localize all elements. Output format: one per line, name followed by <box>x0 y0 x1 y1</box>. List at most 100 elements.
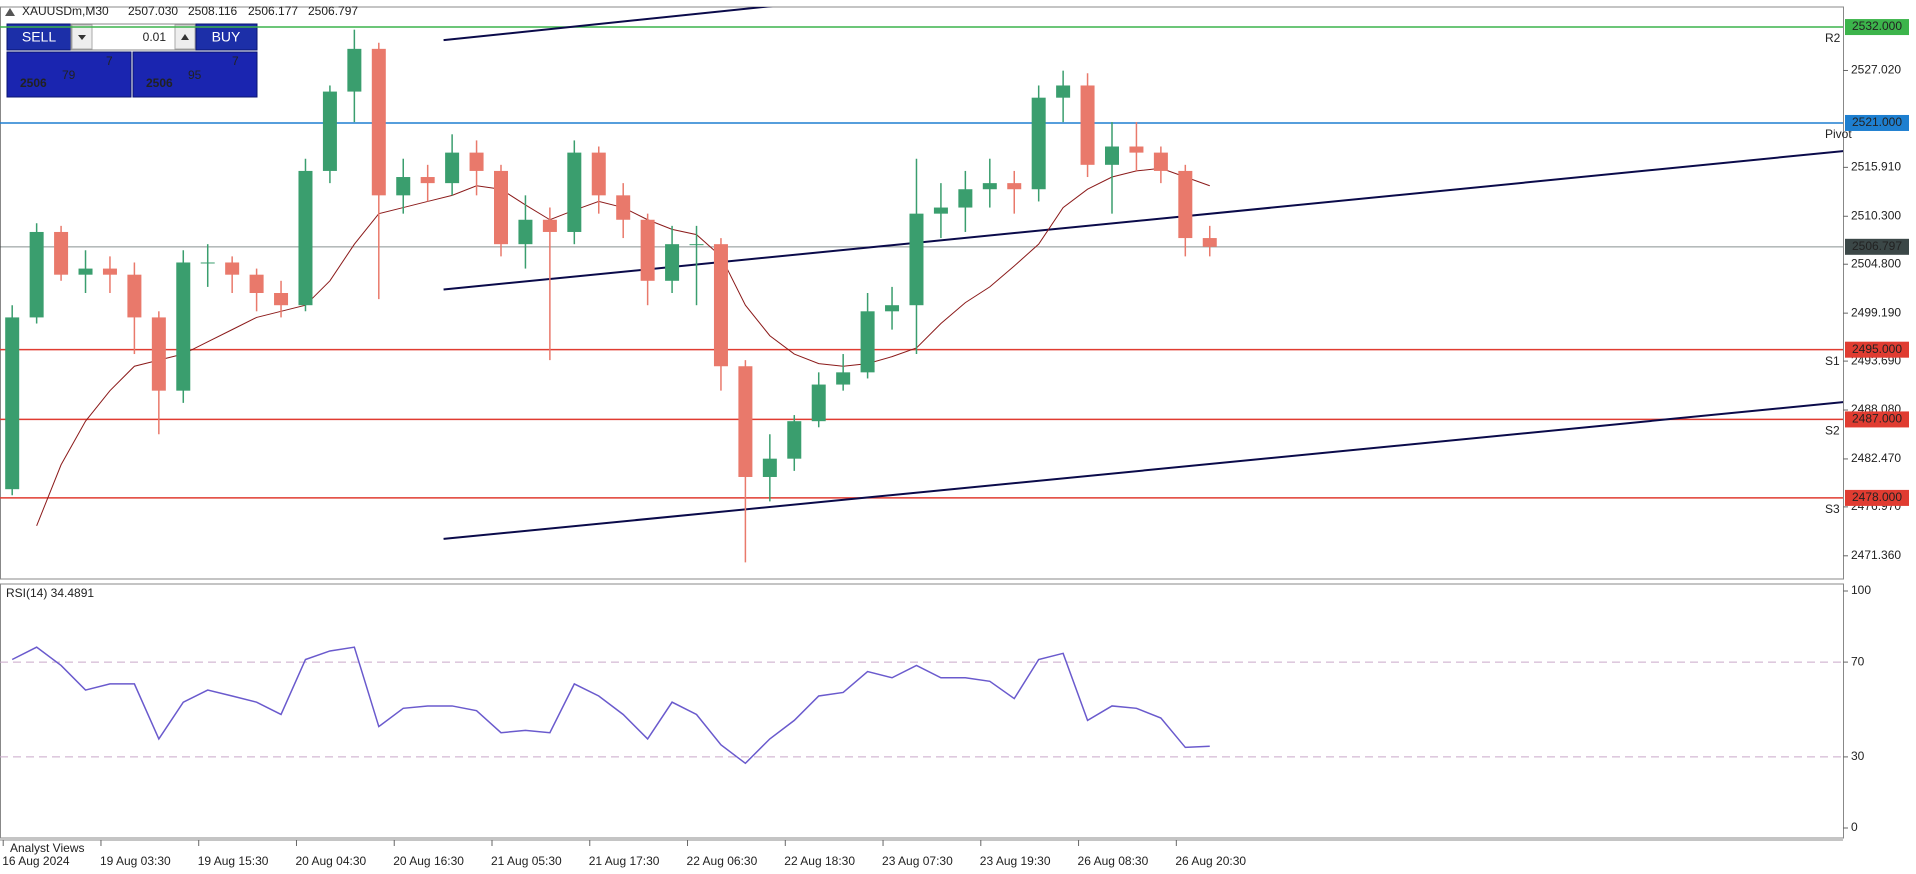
indicator-title: RSI(14) 34.4891 <box>6 586 94 600</box>
candle-body <box>836 372 851 385</box>
candle-body <box>1202 238 1217 247</box>
candle-body <box>518 219 533 245</box>
candle-body <box>982 183 997 190</box>
candle-body <box>494 170 508 245</box>
bid-box[interactable] <box>6 51 132 98</box>
y-tick-label: 100 <box>1851 583 1871 597</box>
trade-panel: SELL 0.01 BUY 2506 79 7 2506 95 7 <box>6 23 258 98</box>
level-label-bg <box>1845 114 1909 131</box>
level-label: 2506.797 <box>1852 239 1902 253</box>
candle-body <box>1105 146 1119 165</box>
candle-body <box>860 311 875 373</box>
x-tick-label: 23 Aug 19:30 <box>980 854 1051 868</box>
candle-body <box>640 219 655 281</box>
candle-body <box>445 152 460 184</box>
lot-down-icon <box>78 35 86 40</box>
ask-frac: 7 <box>232 54 239 68</box>
level-label-bg <box>1845 489 1909 506</box>
ask-box[interactable] <box>132 51 258 98</box>
level-label: 2495.000 <box>1852 342 1902 356</box>
x-tick-label: 20 Aug 16:30 <box>393 854 464 868</box>
x-tick-label: 19 Aug 03:30 <box>100 854 171 868</box>
candle-body <box>420 177 435 184</box>
sell-button[interactable] <box>6 23 72 51</box>
candle-body <box>1129 146 1144 153</box>
y-tick-label: 2499.190 <box>1851 305 1901 319</box>
ohlc-high: 2508.116 <box>188 4 237 18</box>
y-tick-label: 2471.360 <box>1851 548 1901 562</box>
candle-body <box>274 293 289 306</box>
candle-body <box>127 274 142 318</box>
candle-body <box>54 231 69 275</box>
candle-body <box>811 384 826 422</box>
y-tick-label: 2482.470 <box>1851 451 1901 465</box>
candle-body <box>1153 152 1168 171</box>
candle-body <box>249 274 264 293</box>
x-tick-label: 21 Aug 05:30 <box>491 854 562 868</box>
level-label: 2532.000 <box>1852 19 1902 33</box>
candle-body <box>176 262 191 391</box>
x-tick-label: 22 Aug 06:30 <box>687 854 758 868</box>
trend-line <box>443 401 1843 540</box>
sell-label: SELL <box>22 29 56 45</box>
bid-big: 2506 <box>20 76 47 90</box>
ask-pips: 95 <box>188 68 202 82</box>
plot-area <box>0 7 1843 563</box>
candle-body <box>78 268 93 275</box>
candle-body <box>469 152 484 171</box>
candle-body <box>102 268 117 275</box>
candle-body <box>787 421 802 459</box>
candle-body <box>567 152 582 232</box>
x-tick-label: 16 Aug 2024 <box>2 854 70 868</box>
y-tick-label: 2510.300 <box>1851 208 1901 222</box>
level-tag: S3 <box>1825 502 1840 516</box>
y-tick-label: 2527.020 <box>1851 63 1901 77</box>
candle-body <box>371 48 386 196</box>
candle-body <box>151 317 166 391</box>
symbol: XAUUSDm,M30 <box>22 4 109 18</box>
buy-label: BUY <box>212 29 241 45</box>
candle-body <box>225 262 240 275</box>
rsi-panel <box>0 583 1844 839</box>
candle-body <box>542 219 557 232</box>
x-tick-label: 21 Aug 17:30 <box>589 854 660 868</box>
level-label-bg <box>1845 341 1909 358</box>
level-label-bg <box>1845 238 1909 255</box>
x-tick-label: 20 Aug 04:30 <box>295 854 366 868</box>
candle-body <box>909 213 924 306</box>
candle-body <box>1178 170 1193 239</box>
ask-big: 2506 <box>146 76 173 90</box>
symbol-icon <box>5 8 15 16</box>
level-label-bg <box>1845 19 1909 36</box>
buy-button[interactable] <box>195 23 258 51</box>
rsi-line <box>11 646 1210 765</box>
x-tick-label: 23 Aug 07:30 <box>882 854 953 868</box>
candle-body <box>29 231 44 318</box>
level-label: 2478.000 <box>1852 490 1902 504</box>
y-tick-label: 2515.910 <box>1851 160 1901 174</box>
candle-body <box>591 152 606 196</box>
ohlc-open: 2507.030 <box>128 4 178 18</box>
candle-body <box>1056 85 1071 98</box>
x-tick-label: 26 Aug 20:30 <box>1175 854 1246 868</box>
level-tag: S1 <box>1825 354 1840 368</box>
trend-line <box>443 7 773 42</box>
candle-body <box>616 195 631 220</box>
candle-body <box>347 48 362 92</box>
lot-up-icon <box>181 34 189 40</box>
candle-body <box>738 366 753 477</box>
candle-body <box>298 170 313 306</box>
footer-tab[interactable]: Analyst Views <box>10 841 84 855</box>
candle-body <box>885 305 900 312</box>
candle-body <box>762 458 777 477</box>
lot-value: 0.01 <box>143 30 167 44</box>
x-tick-label: 22 Aug 18:30 <box>784 854 855 868</box>
y-tick-label: 0 <box>1851 820 1858 834</box>
candle-body <box>933 207 948 214</box>
candle-body <box>1007 183 1022 190</box>
price-panel <box>0 6 1844 580</box>
ohlc-close: 2506.797 <box>308 4 358 18</box>
y-tick-label: 30 <box>1851 749 1865 763</box>
